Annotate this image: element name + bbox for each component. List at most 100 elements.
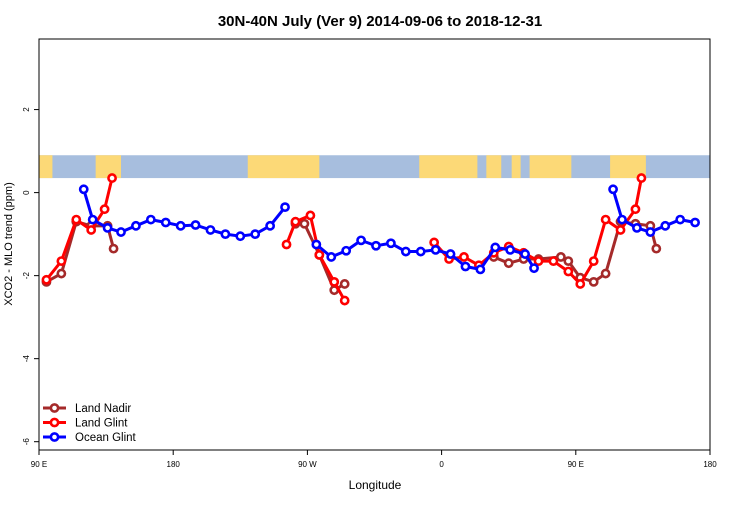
data-point-ocean-glint	[505, 244, 516, 255]
data-point-ocean-glint	[311, 239, 322, 250]
data-point-ocean-glint	[78, 184, 89, 195]
chart-title: 30N-40N July (Ver 9) 2014-09-06 to 2018-…	[218, 13, 542, 30]
data-point-ocean-glint	[608, 184, 618, 195]
map-band-land	[419, 155, 478, 179]
data-point-land-nadir	[108, 243, 119, 254]
data-point-land-glint	[548, 256, 559, 267]
legend-marker-ocean-glint	[49, 432, 60, 442]
data-point-land-glint	[600, 214, 611, 225]
series-line-land-glint	[45, 177, 114, 281]
legend-label-land-glint: Land Glint	[75, 418, 128, 430]
data-point-ocean-glint	[145, 214, 156, 225]
data-point-ocean-glint	[116, 227, 126, 237]
data-point-ocean-glint	[341, 245, 352, 256]
data-point-ocean-glint	[445, 249, 456, 259]
data-point-land-glint	[459, 252, 469, 262]
x-tick-label: 180	[703, 460, 717, 469]
x-tick-label: 180	[167, 460, 181, 469]
map-band	[39, 155, 710, 179]
data-point-land-nadir	[56, 268, 67, 279]
data-point-land-nadir	[600, 268, 611, 279]
x-axis: 90 E 180 90 W 0 90 E 180	[31, 450, 717, 469]
data-point-ocean-glint	[131, 220, 141, 231]
data-point-land-glint	[314, 249, 325, 260]
series-line-ocean-glint	[315, 238, 536, 271]
data-point-land-glint	[99, 204, 110, 215]
map-band-land	[610, 155, 646, 179]
data-point-land-glint	[533, 256, 544, 267]
data-point-ocean-glint	[175, 220, 186, 231]
data-point-ocean-glint	[235, 231, 246, 242]
legend-marker-land-nadir	[49, 403, 60, 413]
x-tick-label: 90 E	[31, 460, 47, 469]
x-tick-label: 0	[439, 460, 444, 469]
data-point-land-glint	[281, 239, 292, 250]
data-point-ocean-glint	[356, 235, 366, 246]
data-point-ocean-glint	[371, 240, 381, 251]
y-axis: -6 -4 -2 0 2	[22, 107, 39, 445]
y-tick-label: -6	[22, 438, 31, 446]
data-point-land-nadir	[339, 279, 350, 289]
data-point-ocean-glint	[190, 220, 201, 230]
data-point-ocean-glint	[632, 222, 642, 233]
x-tick-label: 90 E	[568, 460, 584, 469]
data-point-ocean-glint	[690, 217, 700, 228]
data-point-ocean-glint	[265, 220, 276, 231]
y-tick-label: -2	[22, 272, 31, 280]
data-point-land-glint	[563, 266, 574, 277]
data-point-land-glint	[429, 237, 440, 248]
data-point-ocean-glint	[87, 214, 98, 225]
data-point-land-glint	[615, 225, 626, 235]
data-point-land-glint	[86, 225, 97, 235]
data-point-land-glint	[41, 274, 52, 285]
map-band-land	[529, 155, 572, 179]
data-point-land-nadir	[588, 276, 599, 287]
data-point-ocean-glint	[430, 244, 441, 255]
data-point-ocean-glint	[386, 238, 396, 249]
data-point-land-glint	[588, 256, 599, 267]
series-line-land-glint	[433, 177, 643, 286]
series-line-land-nadir	[45, 220, 116, 284]
y-tick-label: 2	[22, 107, 31, 112]
legend-label-land-nadir: Land Nadir	[75, 403, 131, 415]
map-band-land	[247, 155, 320, 179]
data-point-land-glint	[107, 173, 117, 183]
legend-label-ocean-glint: Ocean Glint	[75, 432, 137, 444]
data-point-ocean-glint	[205, 225, 216, 235]
data-point-ocean-glint	[102, 222, 113, 233]
map-band-land	[95, 155, 122, 179]
data-point-ocean-glint	[460, 261, 471, 272]
data-point-land-glint	[339, 295, 350, 306]
data-point-ocean-glint	[280, 202, 290, 213]
legend: Land Nadir Land Glint Ocean Glint	[43, 403, 137, 444]
y-tick-label: 0	[22, 190, 31, 195]
map-band-land	[486, 155, 502, 179]
data-point-ocean-glint	[250, 229, 261, 240]
data-point-ocean-glint	[675, 214, 686, 225]
series-layer	[41, 173, 700, 306]
y-tick-label: -4	[22, 355, 31, 363]
data-point-ocean-glint	[160, 217, 171, 228]
map-band-land	[511, 155, 521, 179]
data-point-ocean-glint	[645, 227, 656, 237]
series-line-ocean-glint	[82, 188, 287, 238]
data-point-land-nadir	[299, 218, 310, 229]
data-point-land-glint	[575, 279, 586, 289]
data-point-land-glint	[56, 256, 67, 267]
data-point-land-glint	[71, 214, 82, 225]
data-point-land-nadir	[555, 252, 566, 262]
map-band-ocean	[39, 155, 710, 179]
data-point-ocean-glint	[400, 246, 411, 257]
data-point-ocean-glint	[475, 264, 486, 275]
data-point-land-glint	[630, 204, 641, 215]
map-band-land	[39, 155, 53, 179]
data-point-land-glint	[305, 210, 316, 221]
data-point-ocean-glint	[490, 242, 501, 253]
data-point-land-nadir	[651, 243, 662, 254]
data-point-land-glint	[636, 173, 647, 183]
x-tick-label: 90 W	[298, 460, 317, 469]
data-point-ocean-glint	[415, 246, 426, 257]
data-point-land-nadir	[503, 258, 514, 269]
data-point-land-nadir	[563, 256, 574, 267]
